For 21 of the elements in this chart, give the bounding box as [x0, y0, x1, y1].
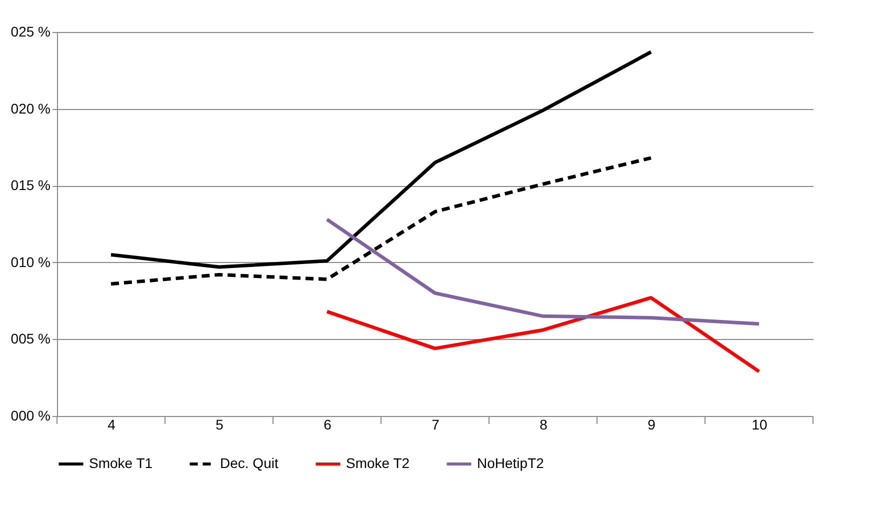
y-tick-label: 000 %	[10, 408, 50, 424]
legend-label: Dec. Quit	[220, 455, 278, 471]
y-tick-label: 025 %	[10, 24, 50, 40]
y-tick-label: 010 %	[10, 254, 50, 270]
legend-label: Smoke T2	[346, 455, 410, 471]
y-tick-label: 005 %	[10, 330, 50, 347]
x-tick-label: 10	[752, 416, 768, 432]
x-tick-label: 6	[324, 416, 332, 432]
legend-label: NoHetipT2	[477, 455, 544, 471]
x-tick-label: 9	[648, 416, 656, 432]
legend-label: Smoke T1	[89, 455, 153, 471]
line-series	[325, 218, 761, 326]
x-tick-label: 8	[540, 416, 548, 432]
y-tick-label: 020 %	[10, 100, 50, 116]
line-series	[109, 50, 653, 269]
y-tick-label: 015 %	[10, 177, 50, 194]
x-tick-label: 4	[108, 416, 116, 432]
x-tick-label: 5	[216, 416, 224, 432]
line-series	[109, 156, 653, 286]
line-series	[325, 296, 761, 374]
x-tick-label: 7	[432, 416, 440, 432]
